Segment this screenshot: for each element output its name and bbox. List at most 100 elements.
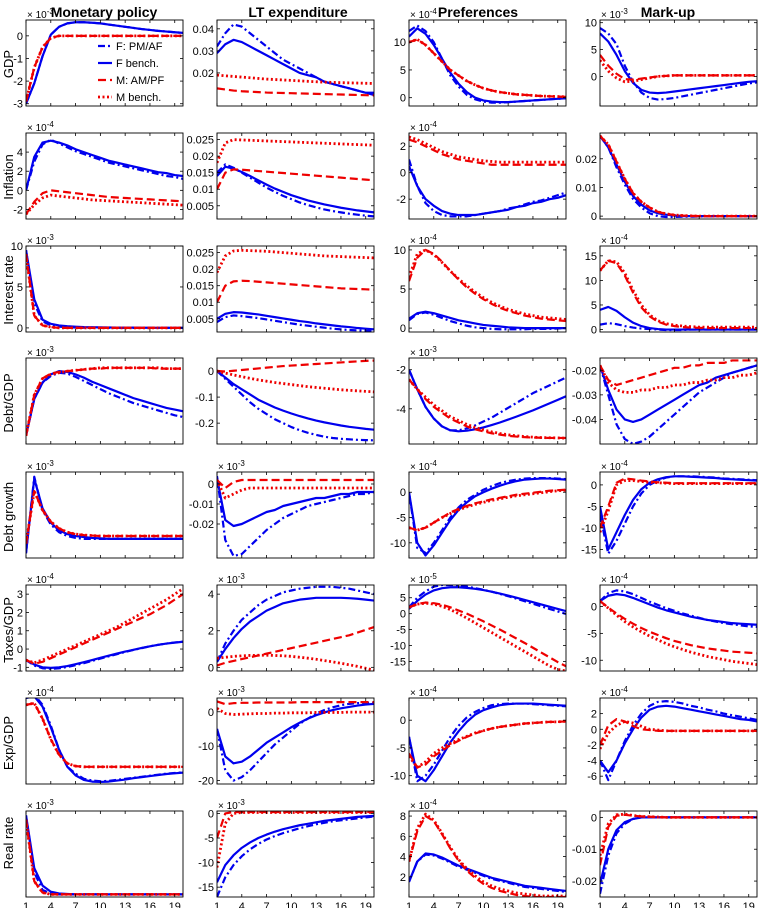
series-line-f-bench (26, 370, 183, 437)
series-line-f-bench (217, 370, 374, 431)
series-line-m-bench (26, 366, 183, 437)
panel-series (409, 135, 566, 218)
x-tick-label: 13 (310, 901, 322, 908)
series-line-f-pm-af (409, 159, 566, 218)
panel-debt-growth-preferences: -10 -5 0 × 10-4 (390, 459, 567, 559)
y-tick-label: 0.025 (186, 248, 214, 260)
panel-real-rate-monetary-policy: 1 4 7 10 13 16 19 × 10-3 (23, 798, 184, 908)
y-tick-label: -10 (390, 771, 406, 783)
y-tick-label: 0 (400, 168, 406, 180)
series-line-f-pm-af (217, 701, 374, 782)
y-tick-label: 0 (208, 479, 214, 491)
y-tick-label: 4 (400, 852, 406, 864)
y-tick-label: 0 (591, 724, 597, 736)
panel-frame (599, 471, 758, 559)
series-line-m-bench (409, 248, 566, 321)
panel-frame (25, 357, 184, 445)
panel-frame (408, 471, 567, 559)
y-tick-label: -5 (587, 628, 597, 640)
series-line-m-bench (217, 479, 374, 500)
panel-debt-growth-monetary-policy: × 10-3 (25, 459, 184, 559)
series-line-m-bench (600, 479, 757, 533)
series-line-m-am-pf (409, 138, 566, 166)
panel-frame (216, 697, 375, 785)
panel-frame (599, 245, 758, 333)
y-tick-label: 0 (400, 715, 406, 727)
y-tick-label: 0.01 (193, 297, 214, 309)
panel-series (217, 700, 374, 782)
series-line-f-bench (217, 702, 374, 765)
panel-frame (25, 19, 184, 107)
x-tick-label: 19 (743, 901, 755, 908)
axis-exponent: × 10-4 (410, 685, 437, 699)
y-tick-label: 0.02 (193, 68, 214, 80)
y-tick-label: 0 (591, 211, 597, 223)
series-line-f-bench (600, 704, 757, 774)
series-line-m-bench (600, 600, 757, 666)
panel-debt-growth-mark-up: -15 -10 -5 0 × 10-4 (581, 459, 758, 559)
panel-frame (216, 245, 375, 333)
series-line-f-bench (409, 369, 566, 433)
panel-series (26, 21, 183, 105)
series-line-f-bench (217, 814, 374, 883)
panel-frame (408, 357, 567, 445)
y-tick-label: 5 (400, 593, 406, 605)
series-line-f-bench (217, 477, 374, 528)
x-tick-label: 10 (477, 901, 489, 908)
y-tick-label: -0.02 (572, 876, 597, 888)
axis-exponent: × 10-4 (601, 572, 628, 586)
axis-exponent-power: -4 (430, 120, 438, 129)
x-tick-label: 19 (552, 901, 564, 908)
series-line-m-bench (409, 38, 566, 99)
series-line-m-am-pf (409, 814, 566, 897)
series-line-m-am-pf (600, 600, 757, 655)
series-line-f-pm-af (600, 364, 757, 444)
column-title-monetary-policy: Monetary policy (51, 4, 158, 20)
y-tick-label: 0.02 (193, 264, 214, 276)
axis-exponent-power: -3 (47, 798, 55, 807)
y-tick-label: 0.005 (186, 314, 214, 326)
panel-frame (216, 471, 375, 559)
panel-series (217, 138, 374, 218)
y-tick-label: -2 (396, 365, 406, 377)
panel-real-rate-mark-up: 1 4 7 10 13 16 19 -0.02 -0.01 0 (572, 810, 758, 908)
y-tick-label: 2 (591, 709, 597, 721)
y-tick-label: -0.1 (195, 392, 214, 404)
x-tick-label: 4 (622, 901, 628, 908)
axis-exponent-power: -3 (621, 7, 629, 16)
axis-exponent: × 10-4 (601, 233, 628, 247)
series-line-m-bench (217, 138, 374, 164)
y-tick-label: 0.025 (186, 135, 214, 147)
series-line-f-bench (409, 586, 566, 613)
panel-frame (408, 584, 567, 672)
series-line-f-pm-af (217, 585, 374, 663)
series-line-m-am-pf (26, 366, 183, 437)
y-tick-label: -10 (390, 538, 406, 550)
axis-exponent-power: -5 (430, 572, 438, 581)
y-tick-label: 0 (591, 325, 597, 337)
panel-exp-gdp-lt-expenditure: -20 -10 0 × 10-3 (198, 685, 375, 788)
axis-exponent: × 10-4 (410, 233, 437, 247)
panel-taxes-gdp-monetary-policy: -1 0 1 2 3 × 10-4 (13, 572, 184, 674)
y-tick-label: 0 (208, 808, 214, 820)
panel-series (26, 475, 183, 554)
axis-exponent-power: -3 (47, 345, 55, 354)
axis-exponent-power: -3 (238, 685, 246, 694)
axis-exponent-power: -4 (621, 459, 629, 468)
panel-series (26, 366, 183, 437)
y-tick-label: -2 (396, 194, 406, 206)
axis-exponent: × 10-3 (27, 798, 54, 812)
panel-frame (216, 810, 375, 898)
y-tick-label: -2 (13, 204, 23, 216)
series-line-m-am-pf (217, 478, 374, 490)
series-line-f-bench (600, 593, 757, 626)
series-line-f-pm-af (217, 23, 374, 97)
series-line-f-pm-af (600, 27, 757, 101)
panel-taxes-gdp-mark-up: -10 -5 0 × 10-4 (581, 572, 758, 672)
x-tick-label: 16 (144, 901, 156, 908)
panel-debt-gdp-preferences: -4 -2 × 10-3 (396, 345, 567, 445)
y-tick-label: 0.03 (193, 46, 214, 58)
panel-frame (216, 19, 375, 107)
y-tick-label: 0.04 (193, 24, 214, 36)
y-tick-label: 0.015 (186, 168, 214, 180)
